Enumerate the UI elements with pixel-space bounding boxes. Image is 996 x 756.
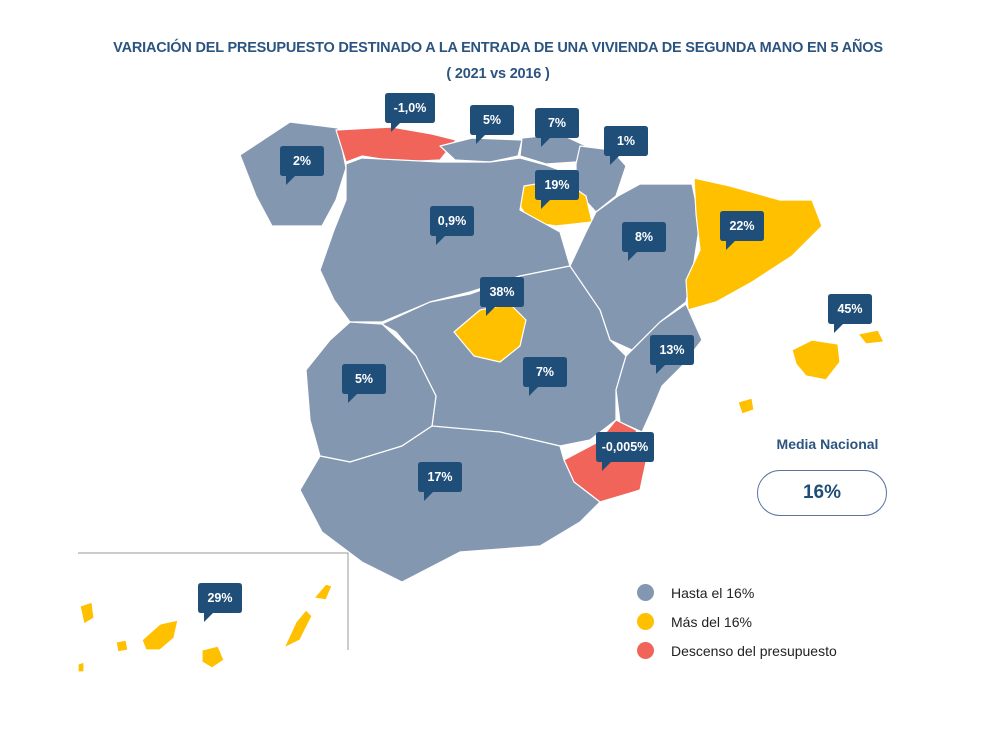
- region-baleares: [791, 339, 841, 381]
- legend-swatch: [637, 613, 654, 630]
- callout-value: 7%: [536, 365, 554, 379]
- legend: Hasta el 16% Más del 16% Descenso del pr…: [637, 578, 837, 665]
- callout-value: 17%: [427, 470, 452, 484]
- callout-value: 5%: [483, 113, 501, 127]
- callout-value: 1%: [617, 134, 635, 148]
- callout-value: 2%: [293, 154, 311, 168]
- callout-baleares: 45%: [828, 294, 872, 333]
- callout-value: 13%: [659, 343, 684, 357]
- callout-box: [622, 222, 666, 261]
- canarias-inset-frame: [78, 552, 349, 650]
- region-pais-vasco: [519, 133, 587, 165]
- callout-box: [480, 277, 524, 316]
- callout-navarra: 1%: [604, 126, 648, 165]
- media-nacional-value: 16%: [757, 470, 887, 516]
- region-canarias: [141, 619, 179, 651]
- region-baleares: [857, 329, 885, 345]
- region-canarias: [77, 661, 85, 673]
- callout-value: 38%: [489, 285, 514, 299]
- callout-box: [430, 206, 474, 245]
- callout-value: 0,9%: [438, 214, 467, 228]
- callout-cantabria: 5%: [470, 105, 514, 144]
- callout-value: 8%: [635, 230, 653, 244]
- callout-value: -0,005%: [602, 440, 649, 454]
- callout-box: [523, 357, 567, 396]
- callout-value: 7%: [548, 116, 566, 130]
- callout-andalucia: 17%: [418, 462, 462, 501]
- callout-aragon: 8%: [622, 222, 666, 261]
- callout-pais-vasco: 7%: [535, 108, 579, 147]
- callout-box: [280, 146, 324, 185]
- callout-madrid: 38%: [480, 277, 524, 316]
- callout-valencia: 13%: [650, 335, 694, 374]
- callout-value: 45%: [837, 302, 862, 316]
- legend-item-hasta: Hasta el 16%: [637, 578, 837, 607]
- callout-extremadura: 5%: [342, 364, 386, 403]
- legend-item-mas: Más del 16%: [637, 607, 837, 636]
- callout-box: [198, 583, 242, 622]
- region-canarias: [313, 583, 333, 601]
- legend-swatch: [637, 642, 654, 659]
- region-canarias: [283, 609, 313, 649]
- callout-box: [342, 364, 386, 403]
- map-subtitle: ( 2021 vs 2016 ): [446, 66, 550, 82]
- region-cataluna: [685, 177, 823, 311]
- region-castilla-leon: [319, 157, 577, 323]
- callout-canarias: 29%: [198, 583, 242, 622]
- callout-box: [604, 126, 648, 165]
- region-andalucia: [299, 425, 601, 583]
- callout-box: [535, 108, 579, 147]
- region-canarias: [79, 601, 95, 625]
- legend-label: Más del 16%: [671, 613, 752, 630]
- callout-value: -1,0%: [394, 101, 427, 115]
- callout-value: 29%: [207, 591, 232, 605]
- media-nacional-label: Media Nacional: [776, 436, 879, 452]
- region-canarias: [115, 639, 129, 653]
- callout-asturias: -1,0%: [385, 93, 435, 132]
- callout-murcia: -0,005%: [596, 432, 654, 471]
- callout-castilla-leon: 0,9%: [430, 206, 474, 245]
- callout-la-rioja: 19%: [535, 170, 579, 209]
- callout-box: [470, 105, 514, 144]
- callout-box: [596, 432, 654, 471]
- region-asturias: [335, 126, 457, 163]
- legend-label: Descenso del presupuesto: [671, 642, 837, 659]
- callout-box: [535, 170, 579, 209]
- callout-box: [828, 294, 872, 333]
- callout-value: 19%: [544, 178, 569, 192]
- callout-castilla-la-mancha: 7%: [523, 357, 567, 396]
- callout-cataluna: 22%: [720, 211, 764, 250]
- region-baleares: [737, 397, 755, 415]
- callout-galicia: 2%: [280, 146, 324, 185]
- region-cantabria: [439, 137, 523, 163]
- callout-box: [720, 211, 764, 250]
- region-canarias: [201, 645, 225, 669]
- legend-item-descenso: Descenso del presupuesto: [637, 636, 837, 665]
- region-madrid: [453, 303, 527, 363]
- callout-value: 22%: [729, 219, 754, 233]
- legend-label: Hasta el 16%: [671, 584, 755, 601]
- callout-box: [418, 462, 462, 501]
- callout-value: 5%: [355, 372, 373, 386]
- legend-swatch: [637, 584, 654, 601]
- map-title: VARIACIÓN DEL PRESUPUESTO DESTINADO A LA…: [113, 40, 883, 56]
- callout-box: [650, 335, 694, 374]
- callout-box: [385, 93, 435, 132]
